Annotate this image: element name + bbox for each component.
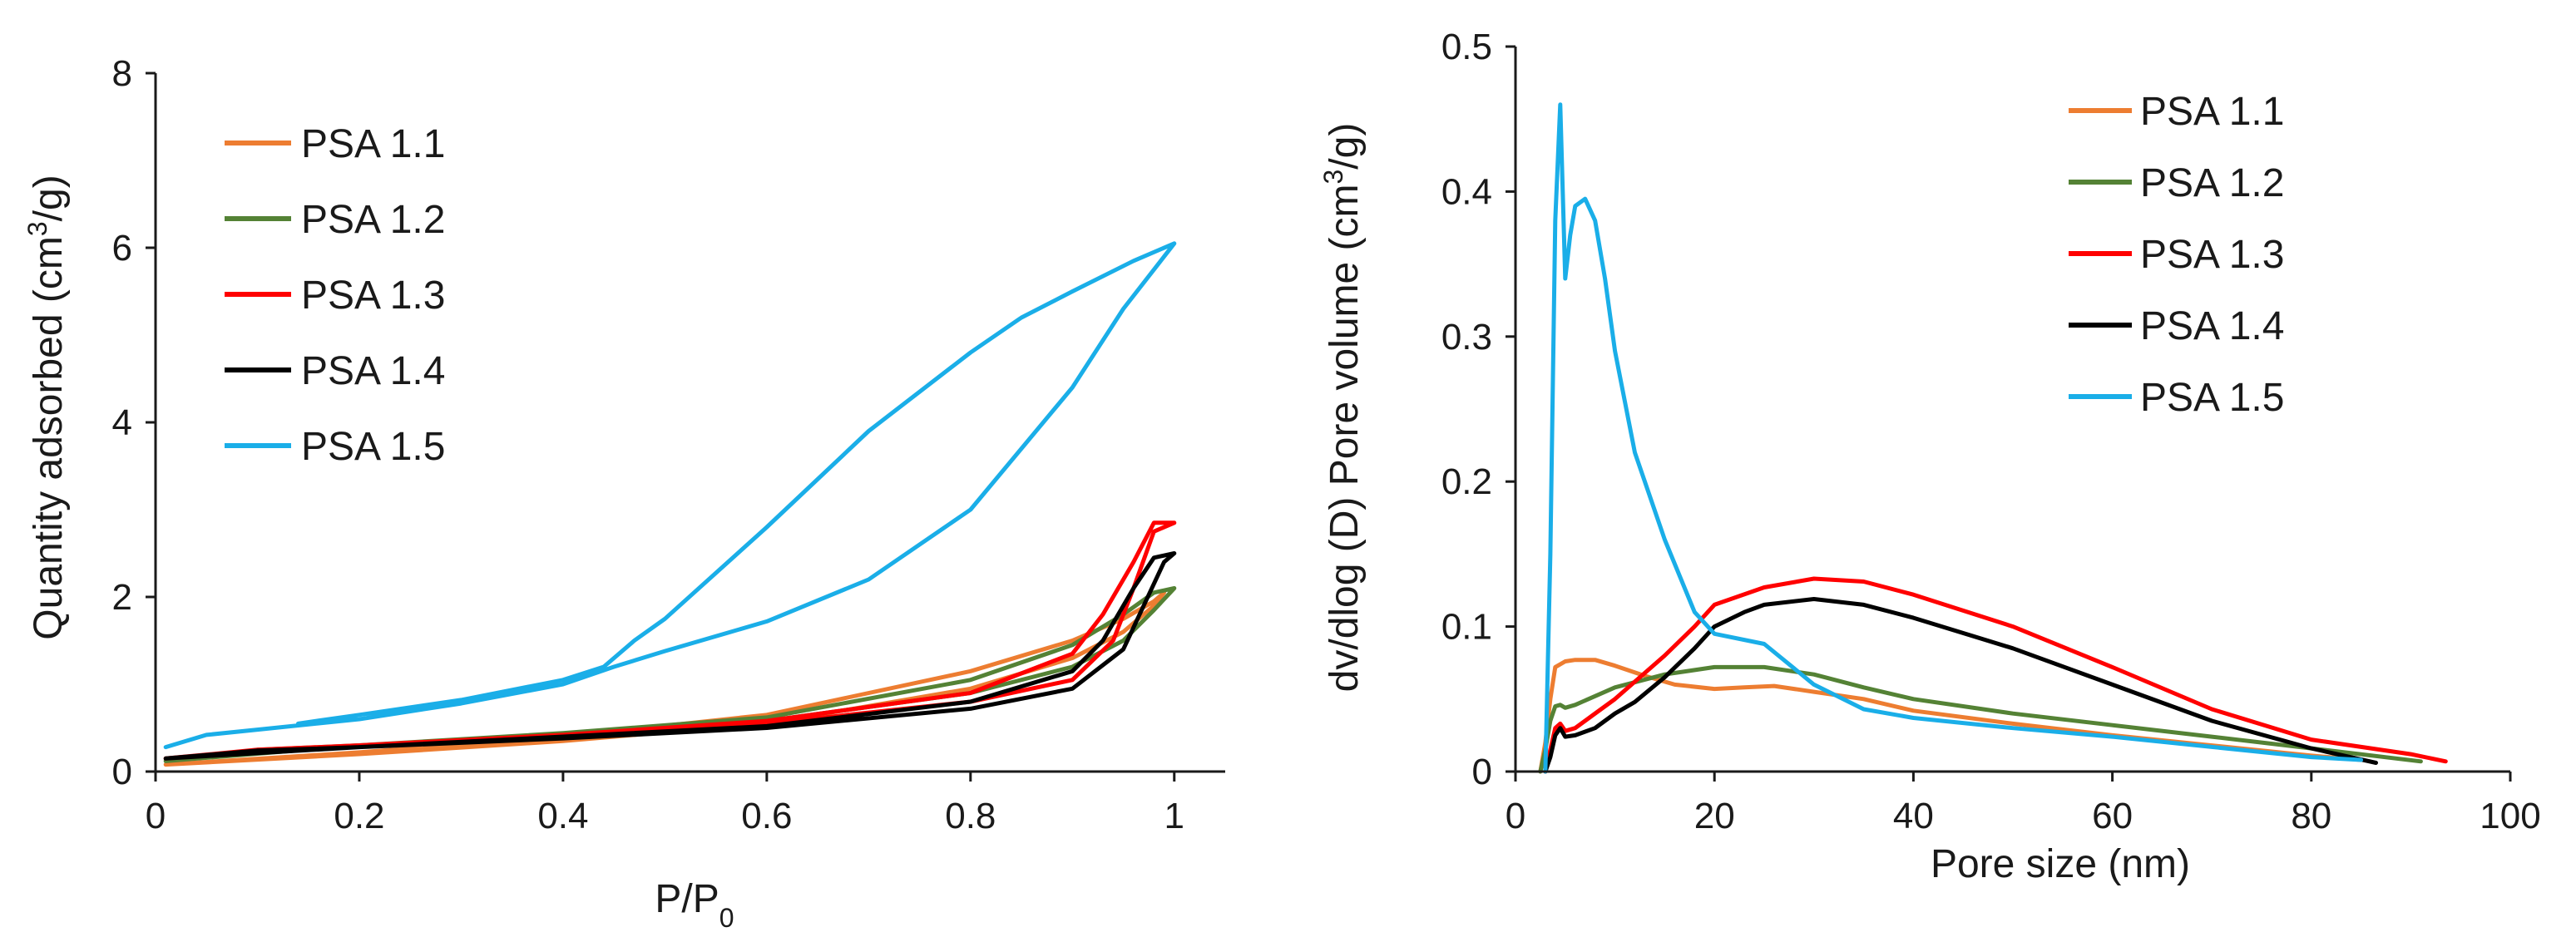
- pore-size-series-psa-1-1: [1538, 658, 2364, 774]
- isotherm-legend-label: PSA 1.3: [301, 274, 445, 318]
- pore-size-series-lines: [1538, 102, 2448, 774]
- pore-size-y-tick-label: 0.4: [1441, 171, 1492, 212]
- isotherm-legend-label: PSA 1.2: [301, 198, 445, 242]
- isotherm-x-tick-label: 0.6: [741, 796, 792, 836]
- isotherm-x-axis-title: P/P0: [655, 877, 734, 933]
- pore-size-x-tick-label: 20: [1694, 796, 1735, 836]
- isotherm-y-tick-label: 0: [112, 752, 132, 792]
- pore-size-x-axis-title: Pore size (nm): [1931, 842, 2190, 886]
- pore-size-legend-label: PSA 1.1: [2140, 90, 2284, 134]
- pore-size-y-tick-label: 0.1: [1441, 607, 1492, 648]
- isotherm-x-tick-label: 0.2: [334, 796, 384, 836]
- pore-size-legend-label: PSA 1.4: [2140, 304, 2284, 348]
- pore-size-x-tick-label: 80: [2291, 796, 2331, 836]
- pore-size-series-psa-1-4: [1543, 597, 2378, 774]
- pore-size-legend: PSA 1.1 PSA 1.2 PSA 1.3 PSA 1.4 PSA 1.5: [2069, 90, 2284, 420]
- isotherm-legend-label: PSA 1.4: [301, 349, 445, 393]
- isotherm-legend: PSA 1.1 PSA 1.2 PSA 1.3 PSA 1.4 PSA 1.5: [225, 122, 445, 469]
- pore-size-axes: [1506, 45, 2512, 782]
- pore-size-x-tick-labels: 0 20 40 60 80 100: [1506, 796, 2541, 836]
- isotherm-x-tick-label: 0: [146, 796, 166, 836]
- pore-size-x-tick-label: 40: [1893, 796, 1934, 836]
- pore-size-legend-label: PSA 1.5: [2140, 376, 2284, 420]
- pore-size-x-tick-label: 60: [2092, 796, 2133, 836]
- pore-size-y-tick-label: 0.2: [1441, 461, 1492, 502]
- isotherm-axes: [146, 72, 1225, 782]
- isotherm-x-tick-labels: 0 0.2 0.4 0.6 0.8 1: [146, 796, 1184, 836]
- isotherm-y-tick-label: 6: [112, 228, 132, 269]
- pore-size-legend-label: PSA 1.2: [2140, 161, 2284, 205]
- isotherm-y-tick-label: 8: [112, 53, 132, 94]
- isotherm-y-tick-label: 2: [112, 577, 132, 618]
- pore-size-legend-label: PSA 1.3: [2140, 233, 2284, 277]
- pore-size-y-axis-title: dv/dlog (D) Pore volume (cm3/g): [1318, 123, 1367, 693]
- pore-size-y-tick-labels: 0 0.1 0.2 0.3 0.4 0.5: [1441, 27, 1492, 792]
- isotherm-y-tick-labels: 0 2 4 6 8: [112, 53, 132, 792]
- isotherm-series-psa-1-4: [163, 551, 1177, 761]
- pore-size-series-psa-1-3: [1543, 576, 2448, 774]
- pore-size-series-psa-1-5: [1543, 102, 2364, 774]
- pore-size-y-tick-label: 0.3: [1441, 317, 1492, 358]
- pore-size-chart: 00.10.20.30.40.5 0 20 40 60 80 100 PSA 1.1PSA…: [1318, 27, 2541, 886]
- isotherm-y-tick-label: 4: [112, 402, 132, 443]
- isotherm-x-tick-label: 0.4: [537, 796, 588, 836]
- pore-size-x-tick-label: 100: [2480, 796, 2540, 836]
- pore-size-series-psa-1-2: [1538, 664, 2423, 774]
- pore-size-y-tick-label: 0.5: [1441, 27, 1492, 67]
- isotherm-legend-label: PSA 1.5: [301, 425, 445, 469]
- isotherm-x-tick-label: 1: [1164, 796, 1184, 836]
- pore-size-x-tick-label: 0: [1506, 796, 1525, 836]
- isotherm-series-psa-1-5: [163, 241, 1177, 750]
- isotherm-legend-label: PSA 1.1: [301, 122, 445, 166]
- isotherm-series-lines: [163, 241, 1177, 767]
- isotherm-x-tick-label: 0.8: [945, 796, 996, 836]
- isotherm-y-axis-title: Quantity adsorbed (cm3/g): [22, 175, 71, 639]
- pore-size-y-tick-label: 0: [1472, 752, 1492, 792]
